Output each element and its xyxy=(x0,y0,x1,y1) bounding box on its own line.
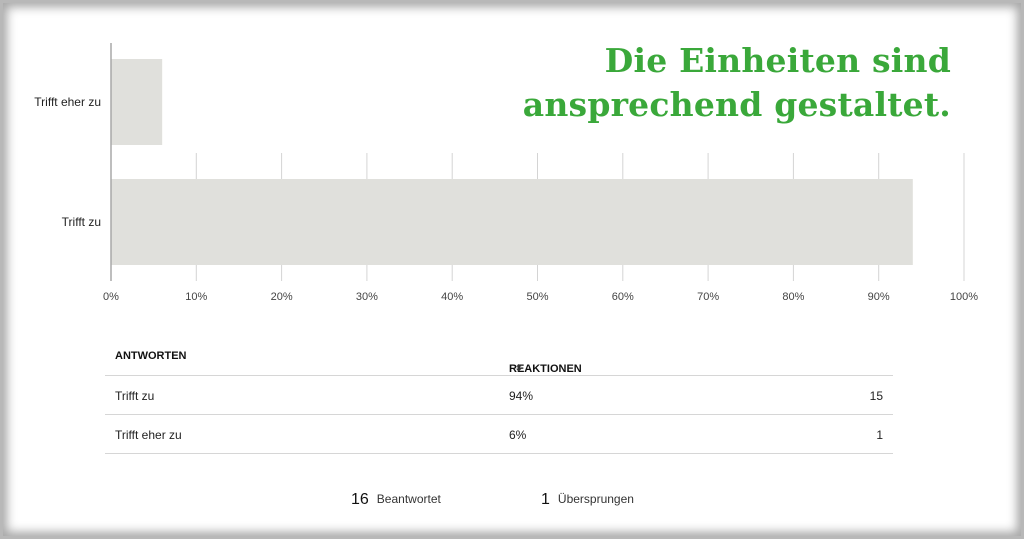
x-tick-label: 70% xyxy=(697,291,719,303)
x-tick-label: 50% xyxy=(526,291,548,303)
count-cell: 15 xyxy=(869,389,883,403)
answer-cell: Trifft zu xyxy=(115,389,155,403)
headline-line-1: Die Einheiten sind xyxy=(604,41,951,80)
percent-cell: 6% xyxy=(509,428,527,442)
headline: Die Einheiten sind ansprechend gestaltet… xyxy=(511,39,951,127)
x-tick-label: 40% xyxy=(441,291,463,303)
answered-count: 16 xyxy=(351,491,369,508)
table-header-row: ANTWORTEN REAKTIONEN ⬍ xyxy=(105,337,893,376)
x-tick-label: 100% xyxy=(950,291,978,303)
count-cell: 1 xyxy=(876,428,883,442)
percent-cell: 94% xyxy=(509,389,534,403)
skipped-count: 1 xyxy=(541,491,550,508)
x-tick-label: 10% xyxy=(185,291,207,303)
bar xyxy=(111,59,163,145)
bar-chart: Trifft eher zu Trifft zu 0% 10% 20% 30% 40% 50%… xyxy=(34,43,978,303)
x-tick-label: 80% xyxy=(782,291,804,303)
x-tick-label: 90% xyxy=(868,291,890,303)
answer-cell: Trifft eher zu xyxy=(115,428,182,442)
category-label: Trifft zu xyxy=(62,215,101,229)
table-row: Trifft eher zu 6% 1 xyxy=(105,415,893,454)
x-tick-label: 30% xyxy=(356,291,378,303)
x-tick-label: 0% xyxy=(103,291,119,303)
table-row: Trifft zu 94% 15 xyxy=(105,376,893,415)
x-tick-label: 60% xyxy=(612,291,634,303)
sort-icon[interactable]: ⬍ xyxy=(515,363,523,373)
bar xyxy=(111,179,913,265)
column-header-answers: ANTWORTEN xyxy=(115,350,187,362)
answered-label: Beantwortet xyxy=(376,492,441,506)
x-tick-label: 20% xyxy=(271,291,293,303)
column-header-responses: REAKTIONEN xyxy=(509,363,582,375)
skipped-label: Übersprungen xyxy=(557,492,634,506)
skipped-summary: 1 Übersprungen xyxy=(541,491,634,509)
headline-line-2: ansprechend gestaltet. xyxy=(522,85,951,124)
responses-table: ANTWORTEN REAKTIONEN ⬍ Trifft zu 94% 15 T… xyxy=(105,337,893,454)
answered-summary: 16 Beantwortet xyxy=(351,491,441,509)
category-label: Trifft eher zu xyxy=(34,95,101,109)
